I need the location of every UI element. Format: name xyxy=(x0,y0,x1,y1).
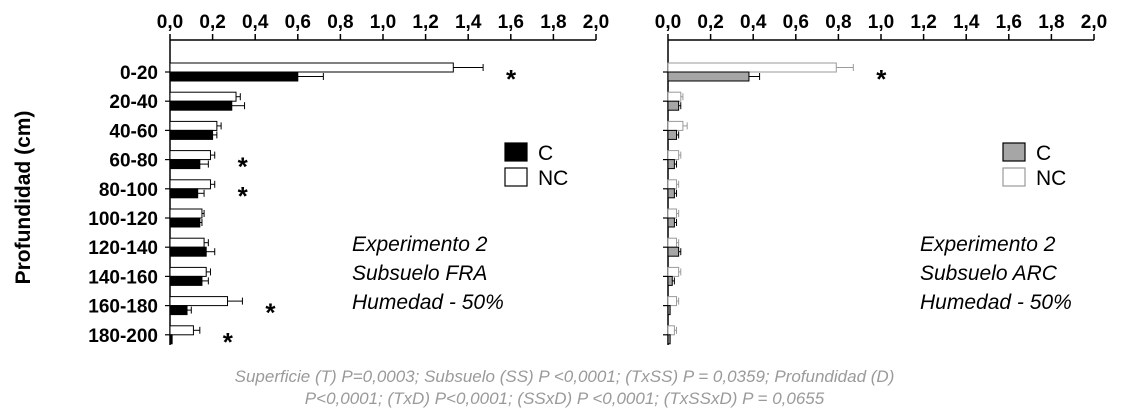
panel-1-legend-swatch-c xyxy=(504,142,528,162)
panel-2-bar-nc xyxy=(667,62,837,73)
panel-1-x-tick-label: 0,2 xyxy=(199,12,225,33)
category-label: 80-100 xyxy=(99,180,158,201)
panel-2-bar-c xyxy=(667,188,675,199)
panel-2-x-tick-label: 0,6 xyxy=(783,12,809,33)
panel-1-bar-nc xyxy=(169,325,194,336)
panel-2-bar-c xyxy=(667,246,680,257)
panel-1-significance-marker: * xyxy=(265,298,276,328)
panel-2-x-tick-label: 1,0 xyxy=(868,12,894,33)
panel-2-bar-nc xyxy=(667,325,675,336)
panel-2-bar-nc xyxy=(667,266,680,277)
panel-1-x-tick-label: 0,8 xyxy=(327,12,353,33)
panel-2-x-tick-label: 0,2 xyxy=(697,12,723,33)
panel-1-x-tick-label: 0,4 xyxy=(242,12,269,33)
panel-1-x-tick-label: 1,4 xyxy=(455,12,482,33)
category-label: 40-60 xyxy=(109,121,158,142)
panel-1-bar-c xyxy=(169,246,207,257)
panel-2-bar-c xyxy=(667,129,678,140)
panel-1-x-tick-label: 2,0 xyxy=(583,12,609,33)
panel-1-annotation-line: Subsuelo FRA xyxy=(352,262,487,285)
panel-1-legend-label-c: C xyxy=(538,142,553,165)
category-label: 60-80 xyxy=(109,151,158,172)
panel-2-bar-nc xyxy=(667,237,678,248)
category-label: 180-200 xyxy=(88,326,158,347)
panel-1-significance-marker: * xyxy=(238,152,249,182)
panel-2-x-tick-label: 1,6 xyxy=(996,12,1022,33)
panel-1-bar-nc xyxy=(169,208,203,219)
panel-2-bar-c xyxy=(667,71,750,82)
panel-2-x-tick-label: 0,0 xyxy=(655,12,681,33)
panel-1-x-tick-label: 1,0 xyxy=(370,12,396,33)
panel-2-x-tick-label: 1,2 xyxy=(910,12,936,33)
category-label: 0-20 xyxy=(120,63,158,84)
category-label: 140-160 xyxy=(88,267,158,288)
panel-2-annotation-line: Humedad - 50% xyxy=(920,291,1072,314)
category-label: 120-140 xyxy=(88,238,158,259)
panel-1-x-tick-label: 1,8 xyxy=(540,12,566,33)
panel-1-bar-nc xyxy=(169,179,211,190)
statistics-line-1: Superficie (T) P=0,0003; Subsuelo (SS) P… xyxy=(234,367,895,386)
panel-2-annotation-line: Experimento 2 xyxy=(920,233,1056,256)
panel-1-bar-c xyxy=(169,305,188,316)
panel-1-annotation-line: Experimento 2 xyxy=(352,233,488,256)
panel-1-significance-marker: * xyxy=(506,64,517,94)
panel-2-bar-nc xyxy=(667,179,678,190)
panel-1-significance-marker: * xyxy=(223,327,234,357)
panel-2-bar-nc xyxy=(667,91,682,102)
panel-1-significance-marker: * xyxy=(238,181,249,211)
category-label: 100-120 xyxy=(88,209,158,230)
panel-2-x-tick-label: 2,0 xyxy=(1081,12,1107,33)
panel-2-bar-c xyxy=(667,334,671,345)
panel-2-bar-c xyxy=(667,100,680,111)
panel-1-bar-c xyxy=(169,129,214,140)
panel-2-bar-c xyxy=(667,305,671,316)
panel-1-bar-c xyxy=(169,188,199,199)
panel-1-bar-nc xyxy=(169,120,218,131)
panel-1-bar-nc xyxy=(169,296,229,307)
panel-1-x-tick-label: 1,2 xyxy=(412,12,438,33)
panel-1-bar-c xyxy=(169,71,299,82)
panel-2-bar-nc xyxy=(667,150,680,161)
panel-1-bar-nc xyxy=(169,91,237,102)
panel-2-x-tick-label: 1,4 xyxy=(953,12,980,33)
y-axis-label: Profundidad (cm) xyxy=(12,111,35,285)
panel-2-legend-swatch-c xyxy=(1002,142,1026,162)
panel-2-bar-nc xyxy=(667,120,684,131)
panel-1-legend-label-nc: NC xyxy=(538,167,568,190)
category-label: 160-180 xyxy=(88,297,158,318)
panel-1-x-tick-label: 0,0 xyxy=(157,12,183,33)
panel-1-annotation-line: Humedad - 50% xyxy=(352,291,504,314)
panel-1-x-tick-label: 1,6 xyxy=(498,12,524,33)
panel-2-x-tick-label: 0,8 xyxy=(825,12,851,33)
panel-1-bar-c xyxy=(169,334,173,345)
panel-1-bar-c xyxy=(169,275,203,286)
panel-2-significance-marker: * xyxy=(876,64,887,94)
panel-1-bar-c xyxy=(169,100,233,111)
figure: 0,0 0,2 0,4 0,6 0,8 1,0 1,2 1,4 1,6 1,8 2,0 Profund… xyxy=(12,12,1107,357)
statistics-footer: Superficie (T) P=0,0003; Subsuelo (SS) P… xyxy=(0,366,1129,410)
statistics-line-2: P<0,0001; (TxD) P<0,0001; (SSxD) P <0,00… xyxy=(304,389,825,408)
panel-1-x-tick-label: 0,6 xyxy=(285,12,311,33)
panel-2-annotation-line: Subsuelo ARC xyxy=(920,262,1058,285)
panel-1-bar-nc xyxy=(169,266,207,277)
panel-2-legend-swatch-nc xyxy=(1002,167,1026,187)
panel-2-bar-c xyxy=(667,217,675,228)
panel-1-bar-c xyxy=(169,159,201,170)
panel-1-bar-nc xyxy=(169,62,454,73)
panel-1-bar-c xyxy=(169,217,201,228)
panel-1-legend-swatch-nc xyxy=(504,167,528,187)
panel-2-legend-label-c: C xyxy=(1036,142,1051,165)
panel-2-bar-nc xyxy=(667,296,678,307)
panel-1-bar-nc xyxy=(169,150,211,161)
panel-2-bar-nc xyxy=(667,208,678,219)
category-label: 20-40 xyxy=(109,92,158,113)
panel-2-bar-c xyxy=(667,159,675,170)
panel-1-bar-nc xyxy=(169,237,205,248)
panel-2-x-tick-label: 0,4 xyxy=(740,12,767,33)
panel-2-x-tick-label: 1,8 xyxy=(1038,12,1064,33)
panel-2-legend-label-nc: NC xyxy=(1036,167,1066,190)
panel-2-bar-c xyxy=(667,275,673,286)
